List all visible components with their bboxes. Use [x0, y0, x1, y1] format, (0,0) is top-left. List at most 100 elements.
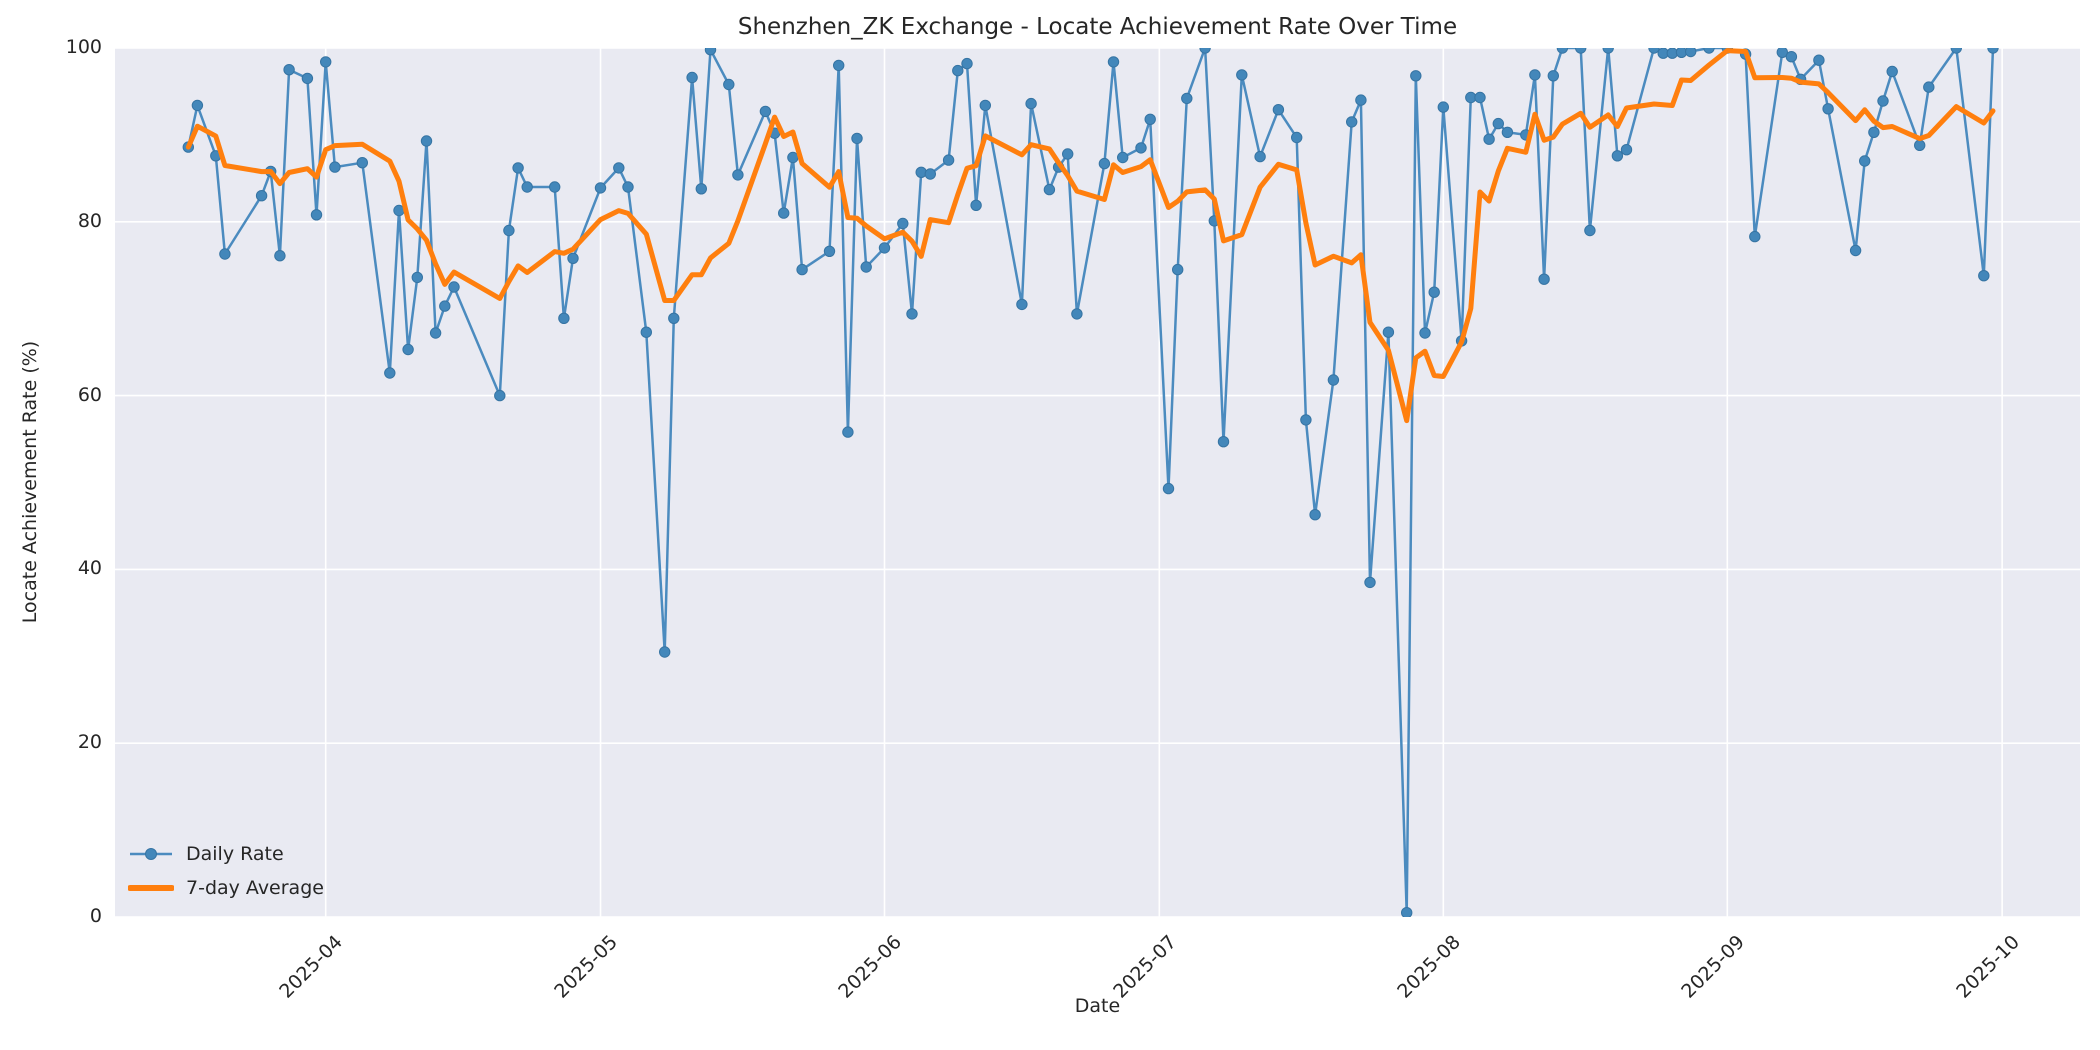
- daily-rate-marker: [915, 166, 927, 179]
- daily-rate-marker: [549, 181, 561, 193]
- y-tick-label: 60: [77, 383, 102, 406]
- daily-rate-marker: [1309, 509, 1321, 521]
- daily-rate-marker: [1501, 126, 1514, 139]
- daily-rate-marker: [1785, 51, 1798, 63]
- daily-rate-marker: [1272, 104, 1285, 116]
- daily-rate-marker: [567, 252, 579, 264]
- daily-rate-marker: [1602, 48, 1614, 54]
- daily-rate-marker: [979, 99, 991, 112]
- daily-rate-marker: [411, 271, 423, 284]
- plot-background: [115, 48, 2080, 917]
- daily-rate-marker: [1584, 224, 1596, 237]
- daily-rate-marker: [668, 312, 680, 324]
- daily-rate-marker: [494, 389, 506, 402]
- daily-rate-marker: [356, 157, 368, 169]
- daily-rate-marker: [1877, 95, 1889, 107]
- daily-rate-marker: [1144, 113, 1156, 126]
- daily-rate-marker: [429, 327, 442, 339]
- daily-rate-marker: [1868, 126, 1880, 139]
- daily-rate-marker: [1529, 69, 1541, 81]
- daily-rate-marker: [1547, 70, 1560, 82]
- daily-rate-marker: [1556, 48, 1569, 54]
- daily-rate-legend-swatch-icon: [130, 848, 172, 860]
- daily-rate-marker: [1923, 81, 1935, 93]
- daily-rate-marker: [659, 646, 671, 658]
- daily-rate-marker: [897, 217, 909, 230]
- legend-item-daily-rate: Daily Rate: [128, 838, 324, 870]
- y-tick-label: 0: [89, 905, 102, 927]
- daily-rate-marker: [1813, 54, 1825, 66]
- daily-rate-marker: [1648, 48, 1660, 54]
- daily-rate-marker: [924, 168, 936, 180]
- daily-rate-marker: [860, 261, 872, 273]
- daily-rate-marker: [613, 162, 625, 174]
- y-tick-label: 40: [77, 557, 102, 580]
- daily-rate-marker: [1364, 576, 1376, 589]
- daily-rate-marker: [594, 182, 607, 194]
- daily-rate-marker: [833, 59, 845, 72]
- daily-rate-marker: [1538, 273, 1550, 285]
- x-axis-label: Date: [1074, 995, 1121, 1017]
- daily-rate-marker: [1776, 48, 1788, 58]
- daily-rate-marker: [219, 248, 231, 260]
- daily-rate-marker: [622, 181, 634, 193]
- daily-rate-marker: [961, 57, 973, 70]
- legend-label-7day-average: 7-day Average: [186, 877, 324, 899]
- daily-rate-marker: [1199, 48, 1211, 54]
- daily-rate-marker: [1950, 48, 1962, 54]
- daily-rate-marker: [1291, 131, 1303, 144]
- daily-rate-marker: [1217, 436, 1230, 448]
- y-tick-label: 100: [65, 36, 102, 58]
- legend: Daily Rate 7-day Average: [128, 838, 324, 904]
- daily-rate-marker: [695, 183, 707, 195]
- daily-rate-marker: [1135, 142, 1147, 154]
- daily-rate-marker: [952, 64, 964, 77]
- daily-rate-marker: [1117, 151, 1129, 164]
- daily-rate-marker: [1346, 116, 1358, 128]
- daily-rate-marker: [384, 367, 396, 379]
- daily-rate-marker: [503, 224, 515, 237]
- daily-rate-marker: [1172, 263, 1184, 276]
- daily-rate-marker: [1181, 92, 1193, 105]
- daily-rate-marker: [1071, 308, 1083, 320]
- daily-rate-marker: [906, 308, 918, 320]
- daily-rate-marker: [301, 72, 314, 85]
- daily-rate-marker: [942, 154, 955, 166]
- daily-rate-marker: [1987, 48, 1999, 54]
- daily-rate-marker: [420, 135, 433, 147]
- daily-rate-marker: [686, 71, 698, 84]
- daily-rate-marker: [796, 263, 808, 276]
- daily-rate-marker: [1025, 97, 1037, 110]
- daily-rate-marker: [1437, 101, 1450, 113]
- daily-rate-marker: [320, 56, 332, 68]
- y-tick-label: 80: [77, 209, 102, 232]
- daily-rate-marker: [1428, 286, 1440, 298]
- daily-rate-marker: [640, 326, 652, 338]
- daily-rate-marker: [191, 99, 204, 112]
- daily-rate-marker: [1914, 139, 1926, 152]
- daily-rate-marker: [274, 250, 286, 262]
- daily-rate-marker: [851, 132, 863, 145]
- daily-rate-marker: [1419, 327, 1431, 339]
- daily-rate-marker: [1849, 244, 1862, 257]
- daily-rate-marker: [439, 300, 451, 312]
- daily-rate-marker: [1062, 148, 1074, 160]
- daily-rate-marker: [558, 312, 570, 324]
- daily-rate-marker: [1016, 298, 1028, 311]
- daily-rate-marker: [1043, 183, 1056, 196]
- daily-rate-marker: [283, 64, 295, 76]
- daily-rate-marker: [1749, 230, 1761, 243]
- daily-rate-marker: [1410, 70, 1422, 82]
- daily-rate-marker: [1327, 374, 1340, 386]
- daily-rate-marker: [1382, 326, 1395, 338]
- daily-rate-marker: [1300, 414, 1312, 426]
- daily-rate-marker: [448, 281, 460, 293]
- legend-item-7day-average: 7-day Average: [128, 872, 324, 904]
- daily-rate-marker: [1162, 482, 1175, 495]
- daily-rate-marker: [1886, 65, 1898, 78]
- daily-rate-marker: [759, 105, 772, 118]
- seven-day-average-line: [185, 48, 1996, 424]
- daily-rate-marker: [512, 162, 524, 174]
- daily-rate-marker: [778, 207, 790, 219]
- daily-rate-marker: [310, 209, 323, 221]
